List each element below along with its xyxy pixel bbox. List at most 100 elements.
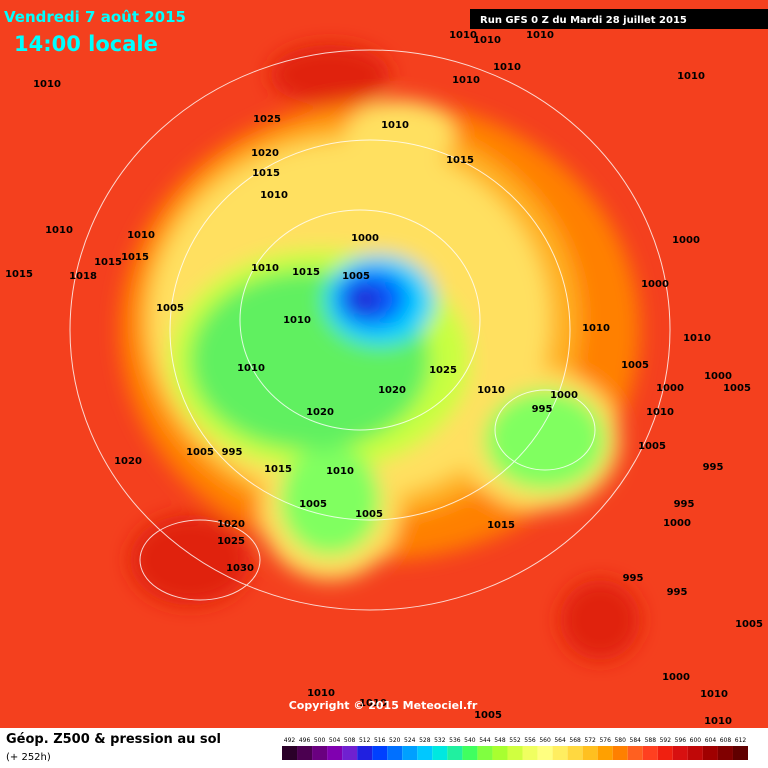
isobar-label: 1010 — [307, 688, 335, 699]
isobar-label: 1015 — [5, 269, 33, 280]
colorbar-swatch — [717, 746, 733, 760]
colorbar-label: 612 — [735, 737, 747, 744]
isobar-label: 1015 — [487, 520, 515, 531]
isobar-label: 1010 — [251, 263, 279, 274]
colorbar-swatch — [372, 746, 388, 760]
isobar-label: 1018 — [69, 271, 97, 282]
isobar-label: 1015 — [94, 257, 122, 268]
colorbar-swatch — [447, 746, 463, 760]
isobar-label: 1000 — [662, 672, 690, 683]
colorbar: 492 496 500 504 508 512 516 520 524 528 532 536 540 5… — [282, 737, 748, 760]
isobar-label: 1020 — [114, 456, 142, 467]
colorbar-label: 516 — [374, 737, 386, 744]
isobar-label: 1010 — [646, 407, 674, 418]
colorbar-swatch — [507, 746, 523, 760]
colorbar-label: 544 — [479, 737, 491, 744]
isobar-label: 1010 — [700, 689, 728, 700]
forecast-time: 14:00 locale — [14, 32, 158, 56]
isobar-label: 995 — [532, 404, 553, 415]
isobar-label: 1005 — [299, 499, 327, 510]
isobar-label: 1005 — [735, 619, 763, 630]
colorbar-label: 524 — [404, 737, 416, 744]
colorbar-label: 552 — [509, 737, 521, 744]
isobar-label: 1010 — [260, 190, 288, 201]
colorbar-label: 600 — [690, 737, 702, 744]
colorbar-swatch — [657, 746, 673, 760]
isobar-label: 1030 — [226, 563, 254, 574]
isobar-label: 995 — [667, 587, 688, 598]
isobar-label: 1010 — [127, 230, 155, 241]
isobar-label: 1015 — [292, 267, 320, 278]
isobar-label: 1010 — [477, 385, 505, 396]
colorbar-label: 528 — [419, 737, 431, 744]
isobar-label: 1010 — [381, 120, 409, 131]
colorbar-swatch — [297, 746, 313, 760]
isobar-label: 1010 — [473, 35, 501, 46]
colorbar-label: 604 — [705, 737, 717, 744]
colorbar-swatch — [327, 746, 343, 760]
colorbar-swatch — [417, 746, 433, 760]
colorbar-swatch — [642, 746, 658, 760]
colorbar-swatch — [537, 746, 553, 760]
isobar-label: 1010 — [526, 30, 554, 41]
isobar-label: 1010 — [493, 62, 521, 73]
colorbar-label: 556 — [524, 737, 536, 744]
isobar-label: 1010 — [683, 333, 711, 344]
isobar-label: 1005 — [474, 710, 502, 721]
colorbar-swatch — [402, 746, 418, 760]
colorbar-swatch — [612, 746, 628, 760]
colorbar-label: 580 — [614, 737, 626, 744]
isobar-labels: 1010 1010 1010 1010 1010 1010 1010 1025 1010 1015… — [5, 30, 763, 727]
colorbar-swatch — [672, 746, 688, 760]
isobar-label: 995 — [623, 573, 644, 584]
colorbar-swatch — [387, 746, 403, 760]
colorbar-label: 532 — [434, 737, 446, 744]
colorbar-swatch — [477, 746, 493, 760]
colorbar-swatch — [687, 746, 703, 760]
colorbar-swatch — [462, 746, 478, 760]
colorbar-swatch — [567, 746, 583, 760]
colorbar-label: 548 — [494, 737, 506, 744]
isobar-label: 1005 — [621, 360, 649, 371]
isobar-label: 1010 — [449, 30, 477, 41]
colorbar-label: 568 — [569, 737, 581, 744]
isobar-label: 1005 — [156, 303, 184, 314]
isobar-label: 1010 — [452, 75, 480, 86]
isobar-label: 1010 — [326, 466, 354, 477]
isobar-label: 1010 — [359, 698, 387, 709]
colorbar-swatch — [312, 746, 328, 760]
colorbar-swatch — [492, 746, 508, 760]
isobar-label: 1015 — [121, 252, 149, 263]
colorbar-label: 540 — [464, 737, 476, 744]
isobar-label: 995 — [222, 447, 243, 458]
isobar-label: 1010 — [582, 323, 610, 334]
colorbar-label: 536 — [449, 737, 461, 744]
colorbar-swatch — [552, 746, 568, 760]
isobar-label: 1010 — [704, 716, 732, 727]
isobar-label: 995 — [703, 462, 724, 473]
isobar-label: 1005 — [186, 447, 214, 458]
isobar-label: 1015 — [446, 155, 474, 166]
isobar-label: 1010 — [237, 363, 265, 374]
isobar-label: 1000 — [641, 279, 669, 290]
colorbar-label: 596 — [675, 737, 687, 744]
isobar-label: 1020 — [217, 519, 245, 530]
lead-time: (+ 252h) — [6, 752, 51, 763]
isobar-label: 1010 — [677, 71, 705, 82]
colorbar-label: 576 — [599, 737, 611, 744]
colorbar-label: 584 — [630, 737, 642, 744]
isobar-label: 1020 — [306, 407, 334, 418]
colorbar-swatch — [357, 746, 373, 760]
isobar-label: 1000 — [550, 390, 578, 401]
isobar-label: 1010 — [45, 225, 73, 236]
isobar-label: 1010 — [283, 315, 311, 326]
colorbar-label: 608 — [720, 737, 732, 744]
run-info: Run GFS 0 Z du Mardi 28 juillet 2015 — [480, 15, 687, 26]
isobar-label: 1000 — [656, 383, 684, 394]
colorbar-swatch — [582, 746, 598, 760]
forecast-date: Vendredi 7 août 2015 — [4, 8, 186, 26]
colorbar-label: 508 — [344, 737, 356, 744]
isobar-label: 1000 — [663, 518, 691, 529]
colorbar-label: 492 — [284, 737, 296, 744]
